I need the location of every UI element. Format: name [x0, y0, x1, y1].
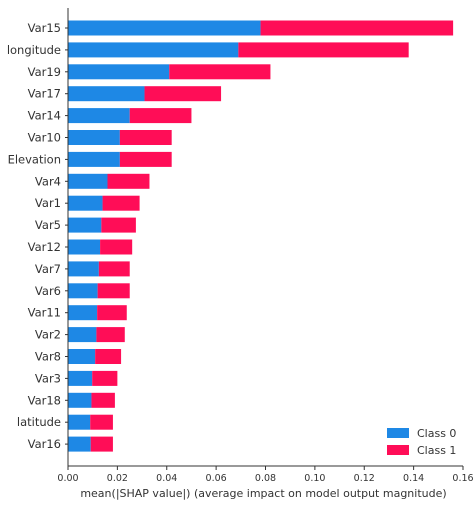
legend-label-class-0: Class 0 [417, 427, 456, 440]
bar-Elevation-class-1 [119, 151, 172, 167]
bar-Var6-class-1 [97, 283, 130, 299]
bar-Var12-class-1 [100, 239, 133, 255]
bar-latitude-class-0 [68, 414, 91, 430]
bar-Var8-class-0 [68, 349, 96, 364]
bar-Var15-class-0 [68, 20, 261, 36]
bar-Var11-class-0 [68, 305, 98, 321]
bar-Var10-class-1 [119, 130, 172, 145]
x-tick-label: 0.06 [206, 473, 227, 484]
bar-longitude-class-0 [68, 42, 239, 58]
y-tick-label: Var15 [28, 21, 61, 35]
y-tick-label: Var8 [35, 350, 61, 364]
x-tick-label: 0.12 [354, 473, 375, 484]
bar-Var14-class-0 [68, 108, 130, 124]
x-tick-label: 0.16 [452, 473, 473, 484]
bar-Var3-class-0 [68, 370, 93, 386]
bar-latitude-class-1 [90, 414, 113, 430]
legend-swatch-class-0 [387, 428, 409, 438]
y-tick-label: Var1 [35, 196, 61, 210]
bar-Var11-class-1 [97, 305, 127, 321]
y-tick-label: Var19 [28, 65, 61, 79]
bar-Var2-class-0 [68, 327, 97, 343]
bar-Var5-class-0 [68, 217, 102, 233]
bar-Var18-class-1 [91, 392, 115, 408]
legend-swatch-class-1 [387, 445, 409, 455]
y-tick-label: Var10 [28, 131, 61, 145]
x-tick-label: 0.02 [107, 473, 128, 484]
bar-Var1-class-0 [68, 195, 103, 211]
y-tick-label: Var2 [35, 328, 61, 342]
bar-Var10-class-0 [68, 130, 120, 145]
y-tick-label: Var12 [28, 240, 61, 254]
y-tick-label: Elevation [8, 152, 61, 166]
bar-Var7-class-1 [98, 261, 130, 277]
bar-longitude-class-1 [238, 42, 409, 58]
y-tick-label: Var18 [28, 393, 61, 407]
bar-Var7-class-0 [68, 261, 99, 277]
y-tick-label: Var5 [35, 218, 61, 232]
x-axis-label: mean(|SHAP value|) (average impact on mo… [80, 487, 446, 500]
bar-Var1-class-1 [102, 195, 140, 211]
bar-Var4-class-0 [68, 173, 108, 189]
bar-Var14-class-1 [129, 108, 192, 124]
y-tick-label: Var17 [28, 87, 61, 101]
bar-Var15-class-1 [260, 20, 454, 36]
y-tick-label: Var16 [28, 437, 61, 451]
bar-Var19-class-1 [169, 64, 271, 80]
bar-Var2-class-1 [96, 327, 125, 343]
bar-Elevation-class-0 [68, 151, 120, 167]
y-tick-label: Var7 [35, 262, 61, 276]
bar-Var5-class-1 [101, 217, 136, 233]
y-tick-label: Var3 [35, 371, 61, 385]
bar-Var19-class-0 [68, 64, 170, 80]
plot-area: Var15 longitude Var19 Var17 Var14 Var10 Elevat… [7, 8, 474, 500]
bar-Var12-class-0 [68, 239, 101, 255]
y-tick-label: Var6 [35, 284, 61, 298]
legend-label-class-1: Class 1 [417, 444, 456, 457]
x-tick-label: 0.04 [156, 473, 177, 484]
bar-Var4-class-1 [107, 173, 150, 189]
bar-Var16-class-1 [90, 436, 113, 452]
y-tick-label: latitude [17, 415, 61, 429]
y-tick-label: Var14 [28, 109, 61, 123]
x-tick-label: 0.14 [403, 473, 424, 484]
x-tick-label: 0.00 [57, 473, 78, 484]
bar-Var16-class-0 [68, 436, 91, 452]
bar-Var6-class-0 [68, 283, 98, 299]
bar-Var8-class-1 [95, 349, 122, 364]
x-tick-label: 0.08 [255, 473, 276, 484]
bar-Var18-class-0 [68, 392, 92, 408]
y-tick-label: Var4 [35, 174, 61, 188]
bar-Var17-class-0 [68, 86, 145, 102]
bar-Var3-class-1 [92, 370, 118, 386]
y-tick-label: longitude [7, 43, 61, 57]
bar-Var17-class-1 [144, 86, 222, 102]
x-tick-label: 0.10 [304, 473, 325, 484]
y-tick-label: Var11 [28, 306, 61, 320]
